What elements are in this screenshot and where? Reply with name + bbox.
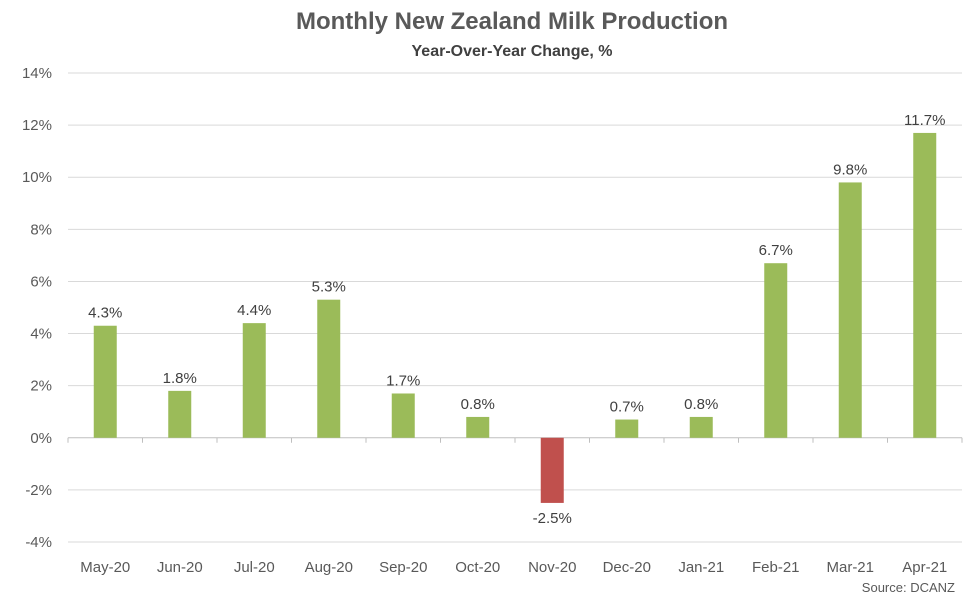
x-tick-label: May-20 — [80, 559, 130, 576]
y-tick-label: 0% — [30, 430, 52, 447]
chart-subtitle: Year-Over-Year Change, % — [411, 43, 613, 60]
data-label: 4.4% — [237, 302, 271, 319]
x-tick-label: Nov-20 — [528, 559, 576, 576]
x-tick-label: Feb-21 — [752, 559, 800, 576]
data-label: 6.7% — [759, 242, 793, 259]
x-tick-label: Aug-20 — [305, 559, 353, 576]
y-tick-label: 8% — [30, 221, 52, 238]
bar — [540, 437, 564, 503]
x-tick-label: Sep-20 — [379, 559, 427, 576]
bar — [242, 323, 266, 438]
y-tick-label: 4% — [30, 326, 52, 343]
bar — [168, 390, 192, 438]
y-tick-label: 6% — [30, 273, 52, 290]
x-tick-label: Mar-21 — [826, 559, 874, 576]
bar — [689, 416, 713, 438]
y-tick-label: -4% — [25, 534, 52, 551]
data-label: 9.8% — [833, 161, 867, 178]
bar — [93, 325, 117, 438]
chart-title: Monthly New Zealand Milk Production — [295, 8, 729, 35]
bar — [615, 419, 639, 438]
data-label: 0.7% — [610, 399, 644, 416]
data-label: 5.3% — [312, 279, 346, 296]
bar — [764, 263, 788, 438]
data-label: -2.5% — [533, 510, 572, 527]
y-tick-label: -2% — [25, 482, 52, 499]
bar — [913, 132, 937, 438]
bar — [466, 416, 490, 438]
x-tick-label: Apr-21 — [902, 559, 947, 576]
y-tick-label: 2% — [30, 378, 52, 395]
bar — [838, 182, 862, 438]
y-tick-label: 10% — [22, 169, 52, 186]
data-label: 1.7% — [386, 372, 420, 389]
x-tick-label: Oct-20 — [455, 559, 500, 576]
data-label: 0.8% — [461, 396, 495, 413]
bar — [391, 393, 415, 438]
data-label: 11.7% — [904, 112, 945, 129]
y-tick-label: 12% — [22, 117, 52, 134]
data-label: 4.3% — [88, 305, 122, 322]
data-label: 1.8% — [163, 370, 197, 387]
x-tick-label: Jun-20 — [157, 559, 203, 576]
bar — [317, 299, 341, 438]
x-tick-label: Dec-20 — [603, 559, 651, 576]
data-label: 0.8% — [684, 396, 718, 413]
x-tick-label: Jan-21 — [678, 559, 724, 576]
chart-source: Source: DCANZ — [861, 580, 955, 595]
y-tick-label: 14% — [22, 65, 52, 82]
x-tick-label: Jul-20 — [234, 559, 275, 576]
